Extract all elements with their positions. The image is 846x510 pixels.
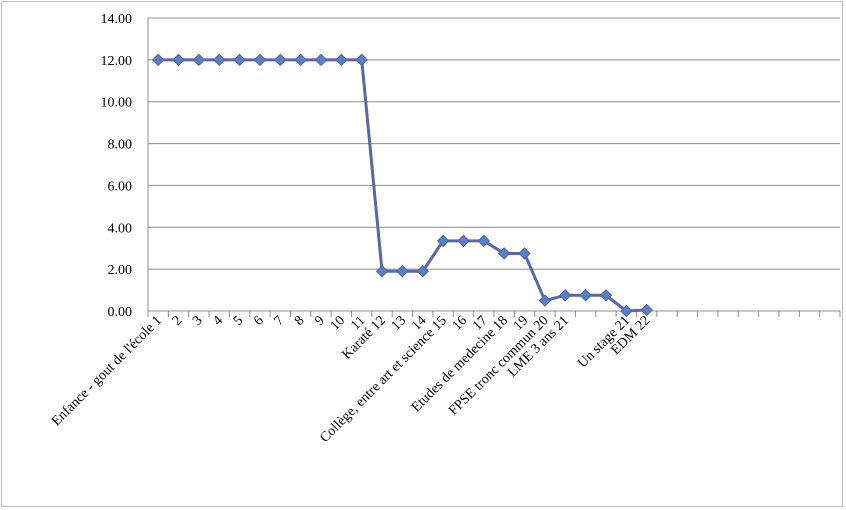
data-point <box>335 53 348 67</box>
y-tick-label: 10.00 <box>101 96 133 111</box>
data-point <box>416 265 429 278</box>
x-tick-label: 7 <box>272 313 288 329</box>
data-point <box>396 265 409 278</box>
data-point <box>294 53 307 67</box>
x-tick-label: 3 <box>190 313 206 329</box>
data-point <box>274 53 287 67</box>
data-point <box>640 303 653 317</box>
data-point <box>620 304 633 318</box>
data-point <box>579 289 592 302</box>
data-point <box>172 53 185 67</box>
data-point <box>213 53 226 67</box>
x-tick-label: 9 <box>312 313 328 329</box>
data-point <box>599 289 613 302</box>
data-point <box>457 234 470 248</box>
y-tick-label: 14.00 <box>101 12 133 27</box>
y-tick-label: 4.00 <box>108 221 133 236</box>
y-tick-label: 2.00 <box>108 263 133 278</box>
data-point <box>559 289 572 302</box>
y-tick-label: 8.00 <box>108 138 133 153</box>
x-tick-label: Enfance - gout de l'école 1 <box>49 313 165 429</box>
data-point <box>497 247 511 260</box>
data-point <box>355 53 368 67</box>
data-point <box>192 53 206 67</box>
x-tick-label: 4 <box>211 313 227 329</box>
data-point <box>518 247 531 260</box>
y-tick-label: 0.00 <box>108 305 133 320</box>
x-tick-label: 5 <box>231 313 247 329</box>
y-tick-label: 6.00 <box>108 179 133 194</box>
y-tick-label: 12.00 <box>101 54 133 69</box>
data-point <box>436 234 450 248</box>
x-tick-label: 8 <box>292 313 308 329</box>
data-point <box>375 265 389 278</box>
data-point <box>314 53 328 67</box>
data-point <box>151 53 165 67</box>
data-point <box>233 53 246 67</box>
x-tick-label: 2 <box>170 313 186 329</box>
data-point <box>538 294 552 307</box>
data-point <box>477 234 491 248</box>
data-point <box>253 53 267 67</box>
x-tick-label: 6 <box>251 313 267 329</box>
